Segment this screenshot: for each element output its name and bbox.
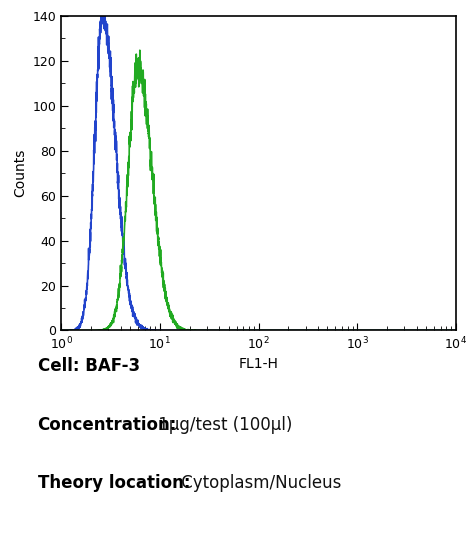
Y-axis label: Counts: Counts: [13, 149, 27, 197]
Text: Cytoplasm/Nucleus: Cytoplasm/Nucleus: [176, 474, 342, 492]
Text: 1μg/test (100μl): 1μg/test (100μl): [153, 416, 292, 434]
Text: Concentration:: Concentration:: [38, 416, 177, 434]
X-axis label: FL1-H: FL1-H: [239, 358, 278, 372]
Text: Cell: BAF-3: Cell: BAF-3: [38, 357, 140, 375]
Text: Theory location:: Theory location:: [38, 474, 190, 492]
